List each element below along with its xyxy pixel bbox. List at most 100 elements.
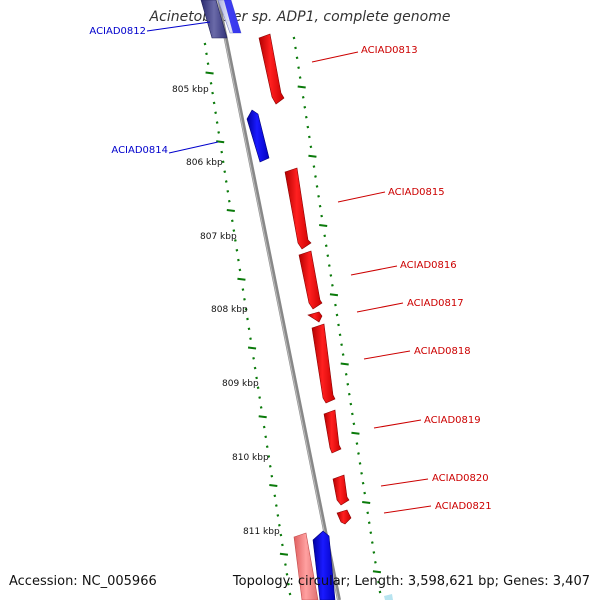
scale-label: 807 kbp (200, 232, 237, 242)
minor-tick (262, 425, 266, 429)
minor-tick (287, 582, 290, 586)
minor-tick (320, 214, 323, 218)
minor-tick (253, 366, 257, 370)
leader-line (337, 191, 386, 203)
minor-tick (367, 521, 371, 525)
gene-labels: ACIAD0812 ACIAD0813 ACIAD0814 ACIAD0815 … (89, 21, 492, 514)
minor-tick (347, 392, 351, 396)
gene-label-aciad0818[interactable]: ACIAD0818 (414, 346, 471, 357)
minor-tick (214, 111, 217, 115)
minor-tick (268, 465, 272, 468)
tick-track-outer (292, 36, 382, 594)
minor-tick (235, 248, 239, 252)
minor-tick (281, 543, 284, 547)
major-tick (308, 154, 317, 158)
gene-label-aciad0813[interactable]: ACIAD0813 (361, 45, 418, 56)
gene-arrow-aciad0811[interactable] (200, 0, 228, 39)
gene-label-aciad0821[interactable]: ACIAD0821 (435, 501, 492, 512)
gene-arrow-aciad0821[interactable] (336, 509, 352, 525)
leader-line (373, 419, 422, 429)
gene-arrow-aciad0819[interactable] (323, 409, 342, 454)
gene-arrow-aciad0813[interactable] (258, 33, 285, 105)
gene-arrow-partial-outer (384, 594, 393, 600)
major-tick (216, 140, 225, 144)
minor-tick (324, 244, 328, 248)
leader-line (383, 505, 432, 514)
minor-tick (304, 115, 308, 119)
major-tick (362, 500, 371, 504)
minor-tick (224, 180, 228, 183)
minor-tick (314, 175, 317, 178)
minor-tick (255, 376, 258, 380)
major-tick (279, 552, 289, 556)
minor-tick (358, 462, 362, 465)
gene-arrow-aciad0817[interactable] (307, 311, 323, 323)
gene-label-aciad0817[interactable]: ACIAD0817 (407, 298, 464, 309)
gene-label-aciad0820[interactable]: ACIAD0820 (432, 473, 489, 484)
gene-arrow-aciad0816[interactable] (298, 250, 323, 310)
minor-tick (309, 145, 313, 149)
minor-tick (318, 204, 322, 208)
minor-tick (295, 56, 299, 60)
gene-arrow-aciad0812-inner (224, 0, 241, 33)
major-tick (319, 223, 328, 227)
minor-tick (247, 327, 251, 331)
gene-arrow-aciad0820[interactable] (332, 474, 350, 506)
minor-tick (298, 76, 302, 79)
minor-tick (211, 91, 214, 95)
minor-tick (288, 592, 292, 596)
minor-tick (378, 590, 382, 594)
accession-text: Accession: NC_005966 (9, 574, 157, 589)
minor-tick (326, 254, 330, 257)
minor-tick (264, 435, 268, 439)
minor-tick (334, 303, 337, 307)
gene-label-aciad0819[interactable]: ACIAD0819 (424, 415, 481, 426)
minor-tick (284, 563, 287, 566)
minor-tick (223, 170, 227, 173)
minor-tick (317, 194, 320, 198)
scale-label: 810 kbp (232, 453, 269, 463)
scale-label: 808 kbp (211, 305, 248, 315)
minor-tick (327, 264, 331, 267)
minor-tick (220, 150, 224, 154)
minor-tick (274, 504, 278, 507)
gene-label-aciad0815[interactable]: ACIAD0815 (388, 187, 445, 198)
leader-line (168, 141, 219, 154)
gene-label-aciad0812[interactable]: ACIAD0812 (89, 26, 146, 37)
minor-tick (230, 219, 234, 223)
gene-arrow-partial-reverse[interactable] (312, 530, 336, 600)
gene-arrow-aciad0818[interactable] (311, 323, 336, 404)
gene-label-aciad0816[interactable]: ACIAD0816 (400, 260, 457, 271)
gene-arrow-partial-forward[interactable] (293, 532, 319, 600)
minor-tick (238, 268, 242, 272)
minor-tick (259, 406, 263, 409)
scale-labels: 805 kbp 806 kbp 807 kbp 808 kbp 809 kbp … (172, 85, 280, 537)
minor-tick (246, 317, 249, 321)
minor-tick (349, 402, 353, 406)
major-tick (297, 85, 306, 89)
minor-tick (369, 531, 373, 534)
minor-tick (206, 62, 210, 65)
minor-tick (301, 96, 305, 99)
major-tick (247, 346, 257, 350)
minor-tick (323, 234, 327, 238)
minor-tick (344, 373, 348, 376)
gene-arrow-aciad0814[interactable] (246, 109, 270, 163)
minor-tick (370, 541, 374, 544)
major-tick (269, 483, 278, 487)
minor-tick (360, 471, 363, 475)
major-tick (258, 415, 267, 419)
minor-tick (205, 52, 208, 56)
minor-tick (338, 333, 342, 337)
major-tick (205, 71, 214, 75)
leader-line (311, 51, 359, 63)
minor-tick (276, 514, 280, 517)
scale-label: 805 kbp (172, 85, 209, 95)
minor-tick (329, 274, 333, 277)
gene-arrow-aciad0815[interactable] (284, 167, 312, 250)
scale-label: 811 kbp (243, 527, 280, 537)
minor-tick (331, 284, 334, 287)
gene-label-aciad0814[interactable]: ACIAD0814 (111, 145, 168, 156)
leader-line (146, 21, 211, 32)
